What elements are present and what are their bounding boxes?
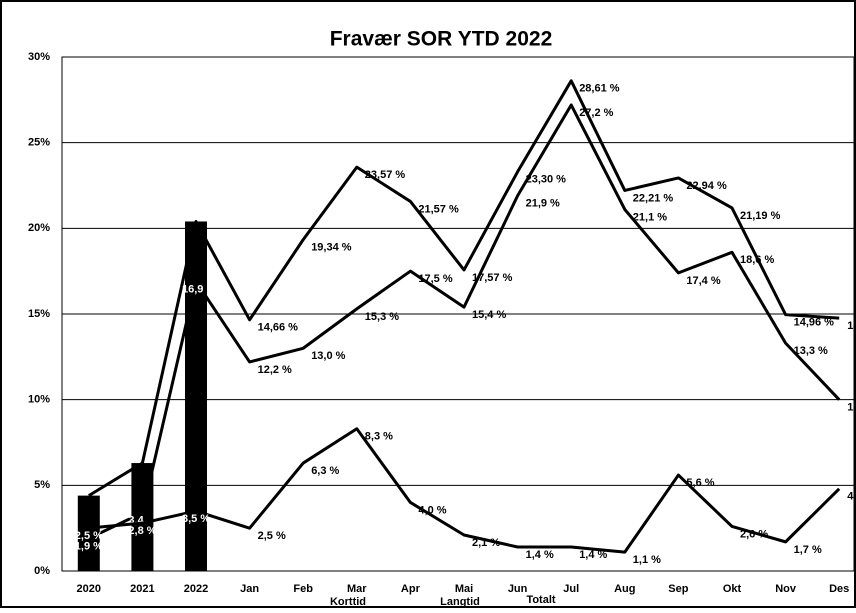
line-series bbox=[88, 427, 841, 554]
data-label: 4,0 % bbox=[418, 504, 446, 516]
x-tick-label: 2020 bbox=[77, 583, 101, 595]
y-tick-label: 25% bbox=[28, 137, 50, 149]
data-label: 21,19 % bbox=[740, 210, 781, 222]
data-label: 16,9 bbox=[182, 283, 203, 295]
data-label: 2,1 % bbox=[472, 537, 500, 549]
x-tick-label: Jan bbox=[240, 583, 259, 595]
data-label: 1,7 % bbox=[794, 544, 822, 556]
data-label: 12,2 % bbox=[258, 364, 292, 376]
data-label: 15,3 % bbox=[365, 311, 399, 323]
chart-title: Fravær SOR YTD 2022 bbox=[330, 28, 553, 51]
data-label: 1,4 % bbox=[526, 549, 554, 561]
data-label: 1,1 % bbox=[633, 554, 661, 566]
x-tick-label: 2021 bbox=[130, 583, 154, 595]
x-tick-label: Mar bbox=[347, 583, 367, 595]
x-tick-label: Jun bbox=[508, 583, 528, 595]
data-label: 1,9 % bbox=[75, 540, 103, 552]
data-label: 17,4 % bbox=[686, 275, 720, 287]
x-tick-label: 2022 bbox=[184, 583, 208, 595]
x-tick-label: Feb bbox=[293, 583, 313, 595]
data-label: 15,4 % bbox=[472, 309, 506, 321]
x-tick-label: Aug bbox=[614, 583, 635, 595]
data-label: 21,9 % bbox=[526, 198, 560, 210]
data-label: 21,57 % bbox=[418, 203, 459, 215]
data-label: 22,21 % bbox=[633, 192, 674, 204]
data-label: 14,66 % bbox=[258, 322, 299, 334]
data-label: 18,6 % bbox=[740, 254, 774, 266]
data-label: 1,4 % bbox=[579, 549, 607, 561]
plot-area bbox=[61, 56, 855, 572]
y-tick-label: 0% bbox=[34, 565, 50, 577]
data-label: 2,8 % bbox=[128, 525, 156, 537]
x-tick-label: Mai bbox=[455, 583, 473, 595]
x-tick-label: Okt bbox=[723, 583, 742, 595]
data-label: 17,57 % bbox=[472, 272, 513, 284]
x-tick-label: Des bbox=[829, 583, 849, 595]
y-tick-label: 5% bbox=[34, 479, 50, 491]
line-series bbox=[88, 103, 841, 540]
data-label: 14,76 % bbox=[847, 320, 856, 332]
data-label: 2,5 % bbox=[258, 530, 286, 542]
y-tick-label: 30% bbox=[28, 51, 50, 63]
legend-label: Langtid bbox=[440, 596, 480, 608]
data-label: 23,30 % bbox=[526, 174, 567, 186]
data-label: 28,61 % bbox=[579, 83, 620, 95]
data-label: 13,3 % bbox=[794, 345, 828, 357]
data-label: 13,0 % bbox=[311, 350, 345, 362]
data-label: 21,1 % bbox=[633, 211, 667, 223]
data-label: 23,57 % bbox=[365, 169, 406, 181]
data-label: 5,6 % bbox=[686, 477, 714, 489]
data-label: 8,3 % bbox=[365, 431, 393, 443]
data-label: 17,5 % bbox=[418, 273, 452, 285]
data-label: 22,94 % bbox=[686, 180, 727, 192]
legend-label: Totalt bbox=[526, 594, 555, 606]
x-tick-label: Jul bbox=[563, 583, 579, 595]
data-label: 2,6 % bbox=[740, 528, 768, 540]
legend-label: Korttid bbox=[330, 596, 366, 608]
x-tick-label: Apr bbox=[401, 583, 421, 595]
y-tick-label: 20% bbox=[28, 222, 50, 234]
data-label: 10,0 % bbox=[847, 402, 856, 414]
x-tick-label: Nov bbox=[775, 583, 797, 595]
bar bbox=[77, 495, 100, 571]
data-label: 4,8 % bbox=[847, 491, 856, 503]
data-label: 14,96 % bbox=[794, 317, 835, 329]
y-tick-label: 15% bbox=[28, 308, 50, 320]
data-label: 19,34 % bbox=[311, 242, 352, 254]
x-tick-label: Sep bbox=[668, 583, 688, 595]
line-series bbox=[88, 79, 840, 497]
data-label: 3,5 % bbox=[182, 513, 210, 525]
data-label: 27,2 % bbox=[579, 107, 613, 119]
data-label: 2,5 % bbox=[75, 530, 103, 542]
data-label: 6,3 % bbox=[311, 465, 339, 477]
y-tick-label: 10% bbox=[28, 394, 50, 406]
